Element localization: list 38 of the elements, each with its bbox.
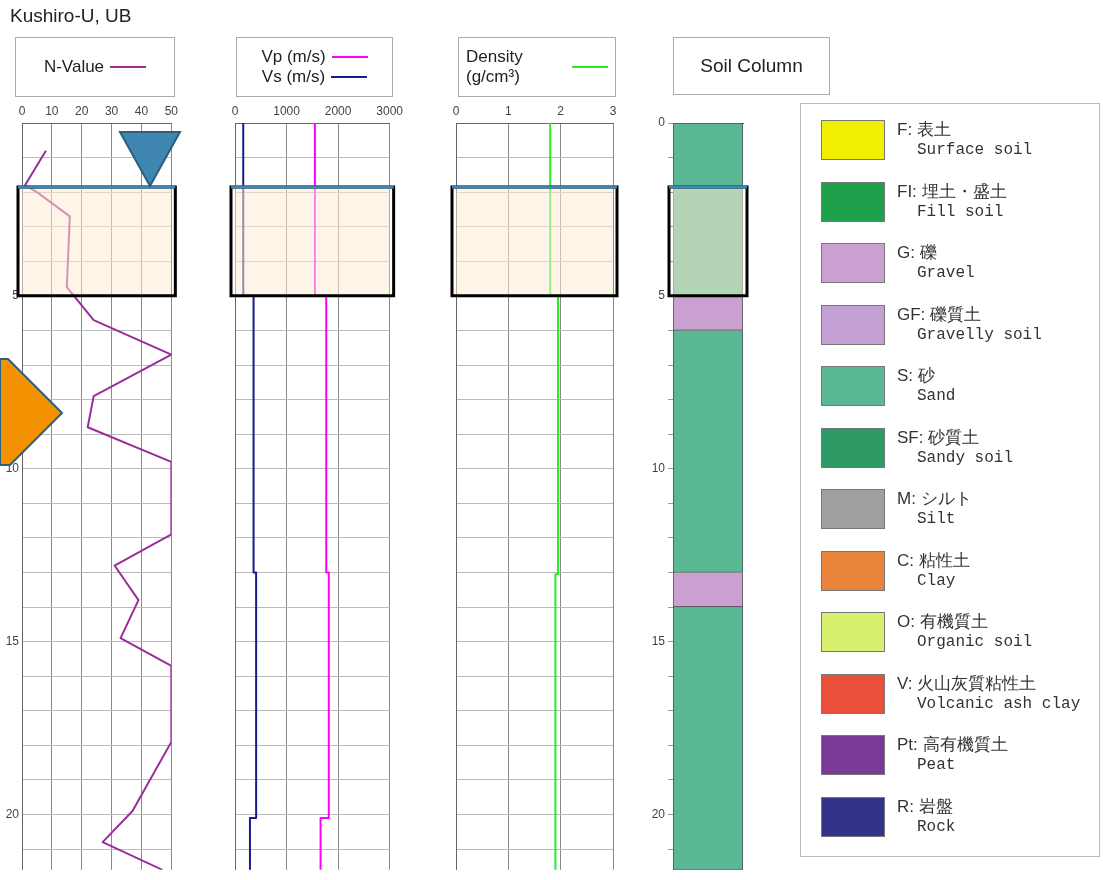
x-tick-label: 3 bbox=[609, 104, 617, 119]
chart-title: Kushiro-U, UB bbox=[10, 5, 132, 27]
x-tick-label: 30 bbox=[104, 104, 119, 119]
legend-label: G: 礫 Gravel bbox=[897, 243, 975, 283]
legend-label: V: 火山灰質粘性土 Volcanic ash clay bbox=[897, 673, 1081, 714]
x-tick-label: 1 bbox=[504, 104, 512, 119]
legend-label: SF: 砂質土 Sandy soil bbox=[897, 427, 1014, 468]
x-tick-label: 10 bbox=[45, 104, 59, 119]
x-tick-label: 0 bbox=[452, 104, 460, 119]
x-tick-label: 0 bbox=[231, 104, 239, 119]
y-tick-label: 5 bbox=[658, 288, 666, 303]
y-tick-label: 10 bbox=[651, 461, 666, 476]
legend-label: Vs (m/s) bbox=[261, 67, 326, 87]
legend-label: O: 有機質土 Organic soil bbox=[897, 612, 1033, 652]
legend-label: M: シルト Silt bbox=[897, 489, 972, 529]
y-tick-label: 15 bbox=[5, 633, 20, 648]
legend-label: FI: 埋土・盛土 Fill soil bbox=[897, 181, 1007, 222]
x-tick-label: 3000 bbox=[376, 104, 404, 119]
x-tick-label: 50 bbox=[164, 104, 179, 119]
x-tick-label: 1000 bbox=[273, 104, 301, 119]
legend-label: F: 表土 Surface soil bbox=[897, 120, 1033, 160]
x-tick-label: 2 bbox=[557, 104, 565, 119]
x-tick-label: 20 bbox=[75, 104, 89, 119]
legend-label: S: 砂 Sand bbox=[897, 366, 956, 406]
legend-label: N-Value bbox=[43, 57, 105, 77]
y-tick-label: 20 bbox=[5, 806, 20, 821]
y-tick-label: 15 bbox=[651, 633, 666, 648]
chart-title: Soil Column bbox=[673, 37, 830, 95]
y-tick-label: 0 bbox=[658, 115, 666, 130]
legend-label: Pt: 高有機質土 Peat bbox=[897, 735, 1008, 775]
legend-label: Vp (m/s) bbox=[261, 47, 326, 67]
legend-label: C: 粘性土 Clay bbox=[897, 550, 970, 591]
legend-label: R: 岩盤 Rock bbox=[897, 796, 956, 837]
x-tick-label: 40 bbox=[134, 104, 149, 119]
y-tick-label: 20 bbox=[651, 806, 666, 821]
text: Density (g/cm³) bbox=[466, 47, 524, 87]
legend-label: GF: 礫質土 Gravelly soil bbox=[897, 304, 1042, 345]
x-tick-label: 2000 bbox=[324, 104, 352, 119]
